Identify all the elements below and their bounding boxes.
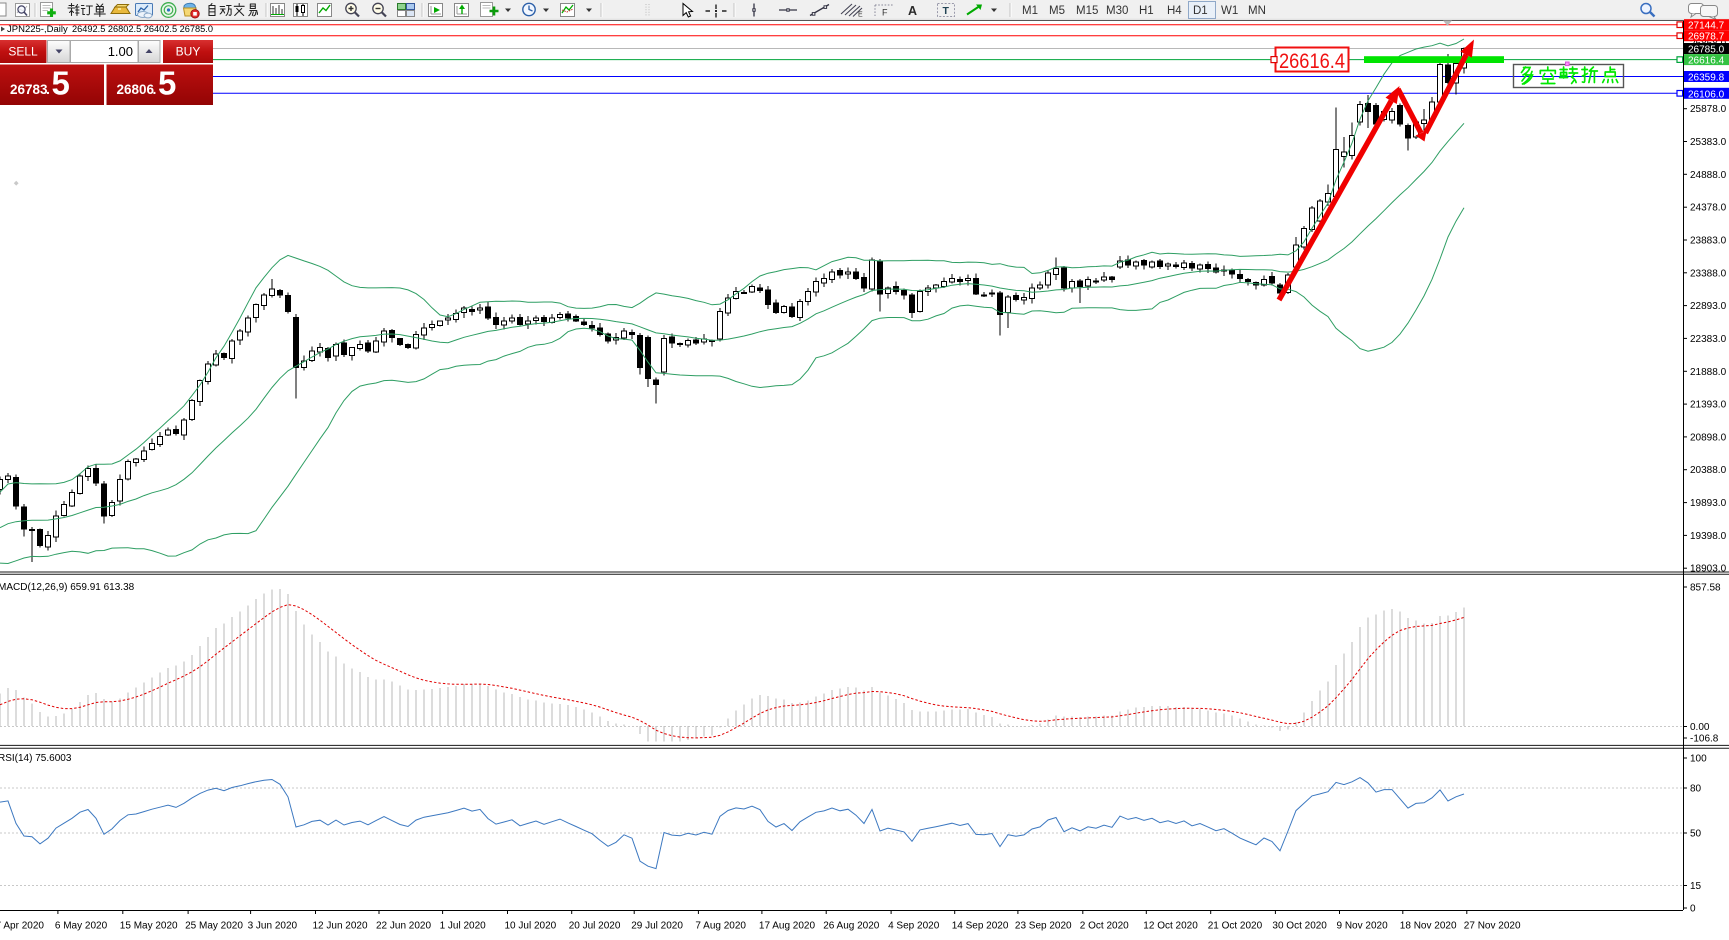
svg-text:12 Oct 2020: 12 Oct 2020 — [1143, 921, 1198, 932]
svg-text:JPN225-,Daily: JPN225-,Daily — [7, 24, 68, 35]
svg-text:H4: H4 — [1167, 5, 1182, 17]
svg-text:A: A — [908, 4, 917, 18]
svg-text:0.00: 0.00 — [1690, 722, 1710, 733]
svg-text:E: E — [858, 12, 863, 19]
svg-text:6 May 2020: 6 May 2020 — [55, 921, 108, 932]
svg-text:F: F — [882, 8, 888, 18]
svg-text:BUY: BUY — [176, 45, 201, 59]
svg-text:100: 100 — [1690, 754, 1707, 765]
svg-text:21888.0: 21888.0 — [1690, 367, 1727, 378]
svg-text:30 Oct 2020: 30 Oct 2020 — [1272, 921, 1327, 932]
svg-text:H1: H1 — [1139, 5, 1154, 17]
svg-text:18903.0: 18903.0 — [1690, 564, 1727, 575]
svg-text:7 Aug 2020: 7 Aug 2020 — [695, 921, 746, 932]
svg-text:2 Oct 2020: 2 Oct 2020 — [1080, 921, 1129, 932]
svg-text:M5: M5 — [1049, 5, 1065, 17]
svg-text:1.00: 1.00 — [108, 44, 133, 59]
svg-text:26106.0: 26106.0 — [1688, 89, 1725, 100]
svg-text:20 Jul 2020: 20 Jul 2020 — [569, 921, 621, 932]
svg-text:25 May 2020: 25 May 2020 — [185, 921, 243, 932]
svg-text:3 Jun 2020: 3 Jun 2020 — [248, 921, 298, 932]
svg-text:50: 50 — [1690, 829, 1702, 840]
svg-text:26359.8: 26359.8 — [1688, 73, 1725, 84]
svg-text:10 Jul 2020: 10 Jul 2020 — [505, 921, 557, 932]
svg-text:23 Sep 2020: 23 Sep 2020 — [1015, 921, 1072, 932]
svg-text:22893.0: 22893.0 — [1690, 301, 1727, 312]
svg-text:22 Jun 2020: 22 Jun 2020 — [376, 921, 431, 932]
svg-text:21393.0: 21393.0 — [1690, 400, 1727, 411]
svg-text:25383.0: 25383.0 — [1690, 137, 1727, 148]
svg-text:15: 15 — [1690, 881, 1702, 892]
svg-text:20898.0: 20898.0 — [1690, 432, 1727, 443]
svg-text:27144.7: 27144.7 — [1688, 21, 1725, 32]
svg-text:MACD(12,26,9) 659.91 613.38: MACD(12,26,9) 659.91 613.38 — [0, 582, 135, 593]
svg-text:26616.4: 26616.4 — [1279, 50, 1345, 73]
svg-text:RSI(14) 75.6003: RSI(14) 75.6003 — [0, 753, 72, 764]
svg-text:26 Aug 2020: 26 Aug 2020 — [823, 921, 880, 932]
svg-text:19893.0: 19893.0 — [1690, 498, 1727, 509]
svg-text:12 Jun 2020: 12 Jun 2020 — [313, 921, 368, 932]
svg-text:SELL: SELL — [8, 45, 38, 59]
svg-text:25878.0: 25878.0 — [1690, 104, 1727, 115]
svg-text:22383.0: 22383.0 — [1690, 334, 1727, 345]
svg-text:26492.5 26802.5 26402.5 26785.: 26492.5 26802.5 26402.5 26785.0 — [72, 24, 213, 35]
svg-text:5: 5 — [158, 65, 176, 102]
svg-text:1 Jul 2020: 1 Jul 2020 — [440, 921, 487, 932]
svg-text:9 Nov 2020: 9 Nov 2020 — [1337, 921, 1389, 932]
svg-text:0: 0 — [1690, 904, 1696, 915]
svg-text:M30: M30 — [1106, 5, 1128, 17]
svg-text:M1: M1 — [1022, 5, 1038, 17]
svg-text:80: 80 — [1690, 784, 1702, 795]
svg-text:15 May 2020: 15 May 2020 — [120, 921, 178, 932]
svg-text:14 Sep 2020: 14 Sep 2020 — [952, 921, 1009, 932]
svg-text:T: T — [943, 5, 950, 17]
svg-text:4 Sep 2020: 4 Sep 2020 — [888, 921, 940, 932]
svg-text:24888.0: 24888.0 — [1690, 170, 1727, 181]
svg-text:17 Aug 2020: 17 Aug 2020 — [759, 921, 816, 932]
svg-text:27 Nov 2020: 27 Nov 2020 — [1464, 921, 1521, 932]
svg-text:24378.0: 24378.0 — [1690, 203, 1727, 214]
svg-text:23883.0: 23883.0 — [1690, 236, 1727, 247]
svg-text:26806: 26806 — [117, 82, 155, 97]
svg-text:26616.4: 26616.4 — [1688, 56, 1725, 67]
svg-text:19398.0: 19398.0 — [1690, 531, 1727, 542]
svg-text:MN: MN — [1248, 5, 1266, 17]
svg-text:21 Oct 2020: 21 Oct 2020 — [1208, 921, 1263, 932]
svg-text:857.58: 857.58 — [1690, 583, 1721, 594]
svg-text:26785.0: 26785.0 — [1688, 45, 1725, 56]
svg-text:-106.8: -106.8 — [1690, 734, 1719, 745]
svg-text:29 Jul 2020: 29 Jul 2020 — [631, 921, 683, 932]
svg-text:23388.0: 23388.0 — [1690, 268, 1727, 279]
svg-text:W1: W1 — [1221, 5, 1238, 17]
svg-text:5: 5 — [52, 65, 70, 102]
svg-text:26783: 26783 — [10, 82, 48, 97]
svg-text:26978.7: 26978.7 — [1688, 32, 1725, 43]
svg-text:.: . — [153, 81, 157, 97]
svg-text:M15: M15 — [1076, 5, 1098, 17]
svg-text:18 Nov 2020: 18 Nov 2020 — [1400, 921, 1457, 932]
svg-text:27 Apr 2020: 27 Apr 2020 — [0, 921, 44, 932]
svg-text:D1: D1 — [1193, 5, 1208, 17]
svg-text:.: . — [46, 81, 50, 97]
svg-text:20388.0: 20388.0 — [1690, 465, 1727, 476]
